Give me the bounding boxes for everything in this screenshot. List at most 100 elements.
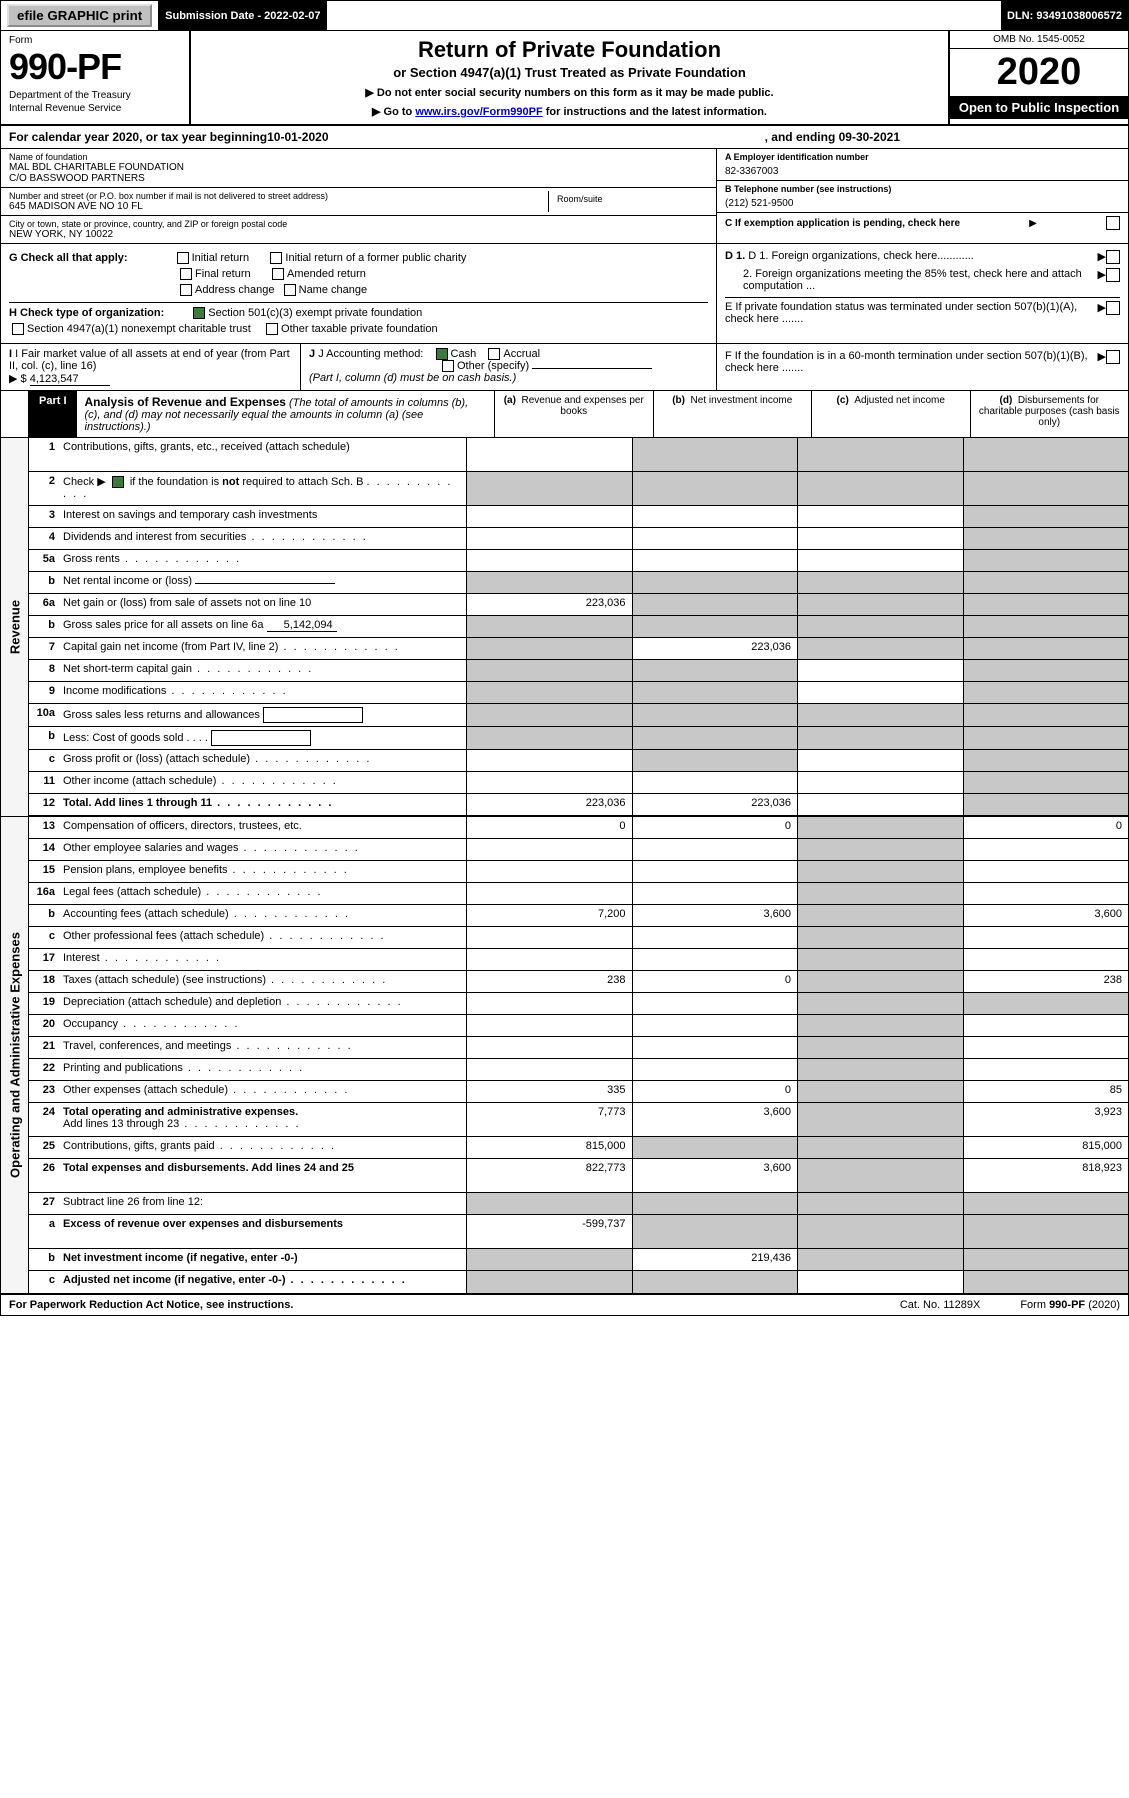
submission-date: Submission Date - 2022-02-07 (159, 1, 327, 30)
line-25: Contributions, gifts, grants paid (59, 1137, 466, 1158)
val-27b-b: 219,436 (632, 1249, 798, 1270)
line-2: Check ▶ if the foundation is not require… (59, 472, 466, 505)
other-method-checkbox[interactable] (442, 360, 454, 372)
val-13-b: 0 (632, 817, 798, 838)
exemption-pending-checkbox[interactable] (1106, 216, 1120, 230)
amended-return-checkbox[interactable] (272, 268, 284, 280)
line-22: Printing and publications (59, 1059, 466, 1080)
revenue-side-label: Revenue (1, 438, 29, 816)
exemption-pending-label: C If exemption application is pending, c… (725, 218, 960, 229)
line-10a: Gross sales less returns and allowances (59, 704, 466, 726)
val-23-a: 335 (466, 1081, 632, 1102)
address: 645 MADISON AVE NO 10 FL (9, 201, 548, 212)
line-21: Travel, conferences, and meetings (59, 1037, 466, 1058)
val-26-a: 822,773 (466, 1159, 632, 1192)
top-bar: efile GRAPHIC print Submission Date - 20… (1, 1, 1128, 31)
form-subtitle: or Section 4947(a)(1) Trust Treated as P… (211, 65, 928, 80)
form-word: Form (9, 35, 181, 46)
accrual-checkbox[interactable] (488, 348, 500, 360)
line-16a: Legal fees (attach schedule) (59, 883, 466, 904)
val-12-b: 223,036 (632, 794, 798, 815)
line-1: Contributions, gifts, grants, etc., rece… (59, 438, 466, 471)
val-24-d: 3,923 (963, 1103, 1129, 1136)
line-27b: Net investment income (if negative, ente… (59, 1249, 466, 1270)
section-e: E If private foundation status was termi… (725, 297, 1120, 327)
initial-return-former-checkbox[interactable] (270, 252, 282, 264)
paperwork-notice: For Paperwork Reduction Act Notice, see … (9, 1299, 293, 1311)
form-header: Form 990-PF Department of the Treasury I… (1, 31, 1128, 126)
foreign-85-checkbox[interactable] (1106, 268, 1120, 282)
val-24-b: 3,600 (632, 1103, 798, 1136)
city-label: City or town, state or province, country… (9, 219, 708, 229)
phone: (212) 521-9500 (725, 198, 1120, 209)
terminated-checkbox[interactable] (1106, 301, 1120, 315)
expenses-side-label: Operating and Administrative Expenses (1, 817, 29, 1293)
501c3-checkbox[interactable] (193, 307, 205, 319)
section-j: J J Accounting method: Cash Accrual Othe… (301, 344, 716, 390)
val-13-a: 0 (466, 817, 632, 838)
val-25-d: 815,000 (963, 1137, 1129, 1158)
line-20: Occupancy (59, 1015, 466, 1036)
section-h: H Check type of organization: Section 50… (9, 302, 708, 321)
4947a1-checkbox[interactable] (12, 323, 24, 335)
cash-checkbox[interactable] (436, 348, 448, 360)
open-to-public: Open to Public Inspection (950, 96, 1128, 119)
line-23: Other expenses (attach schedule) (59, 1081, 466, 1102)
final-return-checkbox[interactable] (180, 268, 192, 280)
schb-checkbox[interactable] (112, 476, 124, 488)
section-g: G Check all that apply: Initial return I… (9, 250, 708, 266)
foundation-name-2: C/O BASSWOOD PARTNERS (9, 173, 708, 184)
val-24-a: 7,773 (466, 1103, 632, 1136)
line-16b: Accounting fees (attach schedule) (59, 905, 466, 926)
val-16b-a: 7,200 (466, 905, 632, 926)
foreign-org-checkbox[interactable] (1106, 250, 1120, 264)
line-18: Taxes (attach schedule) (see instruction… (59, 971, 466, 992)
val-23-d: 85 (963, 1081, 1129, 1102)
phone-label: B Telephone number (see instructions) (725, 184, 1120, 194)
efile-print-button[interactable]: efile GRAPHIC print (7, 4, 152, 27)
address-change-checkbox[interactable] (180, 284, 192, 296)
other-taxable-checkbox[interactable] (266, 323, 278, 335)
col-c-header: (c) Adjusted net income (811, 391, 970, 437)
section-d1: D 1. D 1. Foreign organizations, check h… (725, 248, 1120, 266)
col-d-header: (d) Disbursements for charitable purpose… (970, 391, 1129, 437)
line-6b: Gross sales price for all assets on line… (59, 616, 466, 637)
line-27a: Excess of revenue over expenses and disb… (59, 1215, 466, 1248)
form990pf-link[interactable]: www.irs.gov/Form990PF (415, 106, 542, 118)
fmv-amount: 4,123,547 (30, 373, 110, 386)
cat-no: Cat. No. 11289X (900, 1299, 981, 1311)
line-5b: Net rental income or (loss) (59, 572, 466, 593)
goto-link-line: ▶ Go to www.irs.gov/Form990PF for instru… (211, 105, 928, 118)
line-19: Depreciation (attach schedule) and deple… (59, 993, 466, 1014)
initial-return-checkbox[interactable] (177, 252, 189, 264)
line-15: Pension plans, employee benefits (59, 861, 466, 882)
val-12-a: 223,036 (466, 794, 632, 815)
val-6a-a: 223,036 (466, 594, 632, 615)
ssn-warning: ▶ Do not enter social security numbers o… (211, 86, 928, 99)
entity-block: Name of foundation MAL BDL CHARITABLE FO… (1, 149, 1128, 244)
part1-tag: Part I (29, 391, 77, 437)
val-7-b: 223,036 (632, 638, 798, 659)
line-11: Other income (attach schedule) (59, 772, 466, 793)
ein: 82-3367003 (725, 166, 1120, 177)
city: NEW YORK, NY 10022 (9, 229, 708, 240)
val-16b-d: 3,600 (963, 905, 1129, 926)
dln: DLN: 93491038006572 (1001, 1, 1128, 30)
ein-label: A Employer identification number (725, 152, 1120, 162)
form-ref: Form 990-PF (2020) (1020, 1299, 1120, 1311)
line-8: Net short-term capital gain (59, 660, 466, 681)
form-number: 990-PF (9, 46, 181, 88)
line-27c: Adjusted net income (if negative, enter … (59, 1271, 466, 1293)
omb-number: OMB No. 1545-0052 (950, 31, 1128, 49)
val-6b: 5,142,094 (267, 619, 337, 632)
line-17: Interest (59, 949, 466, 970)
line-24: Total operating and administrative expen… (59, 1103, 466, 1136)
line-27: Subtract line 26 from line 12: (59, 1193, 466, 1214)
name-change-checkbox[interactable] (284, 284, 296, 296)
tax-year: 2020 (950, 49, 1128, 96)
line-14: Other employee salaries and wages (59, 839, 466, 860)
val-27a-a: -599,737 (466, 1215, 632, 1248)
calendar-year-line: For calendar year 2020, or tax year begi… (1, 126, 1128, 149)
line-9: Income modifications (59, 682, 466, 703)
60month-checkbox[interactable] (1106, 350, 1120, 364)
